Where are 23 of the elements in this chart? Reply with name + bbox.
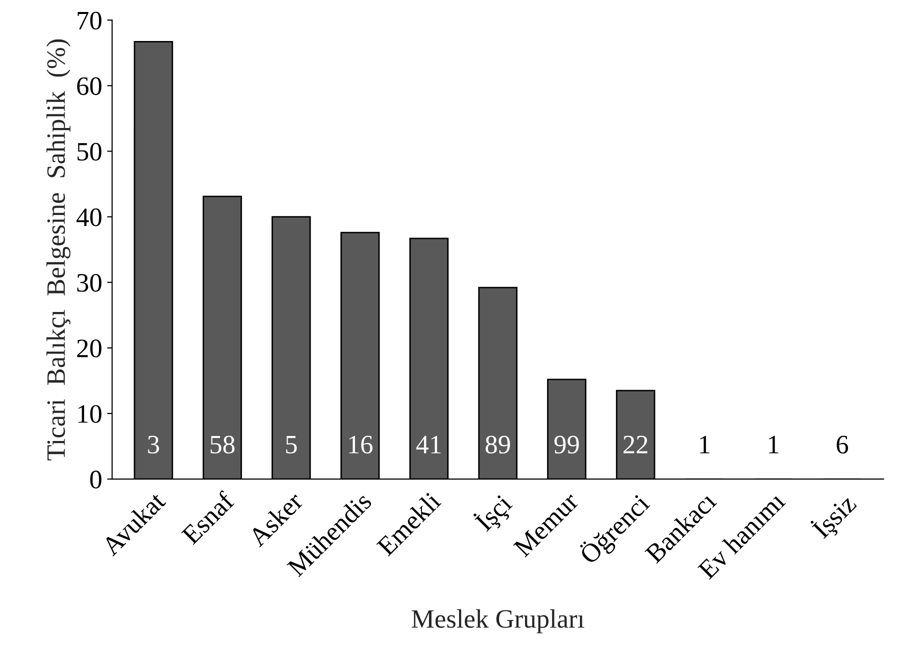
annotation: 5 xyxy=(286,436,297,454)
y-tick-label: 10 xyxy=(78,405,102,423)
y-tick-label: 50 xyxy=(78,142,102,161)
annotation: 1 xyxy=(769,436,778,454)
annotation: 22 xyxy=(624,436,648,454)
annotation: 3 xyxy=(148,436,160,454)
y-axis-title: Ticari Balıkçı Belgesine Sahiplik (%) xyxy=(46,39,70,460)
x-tick-label: İşsiz xyxy=(808,490,862,544)
x-axis-title: Meslek Grupları xyxy=(412,609,584,634)
annotation: 41 xyxy=(416,436,441,454)
y-tick-label: 20 xyxy=(77,340,102,358)
annotation: 6 xyxy=(836,436,848,454)
annotation: 99 xyxy=(554,436,579,454)
y-tick-label: 70 xyxy=(78,12,102,30)
annotation: 58 xyxy=(210,436,235,454)
annotation: 1 xyxy=(700,436,710,454)
y-tick-label: 30 xyxy=(77,274,102,292)
annotation: 16 xyxy=(349,436,372,454)
x-tick-label: İşçi xyxy=(472,494,513,532)
y-tick-label: 40 xyxy=(76,208,102,226)
y-tick-label: 0 xyxy=(90,470,102,488)
annotation: 89 xyxy=(486,436,510,454)
y-tick-label: 60 xyxy=(77,77,102,96)
